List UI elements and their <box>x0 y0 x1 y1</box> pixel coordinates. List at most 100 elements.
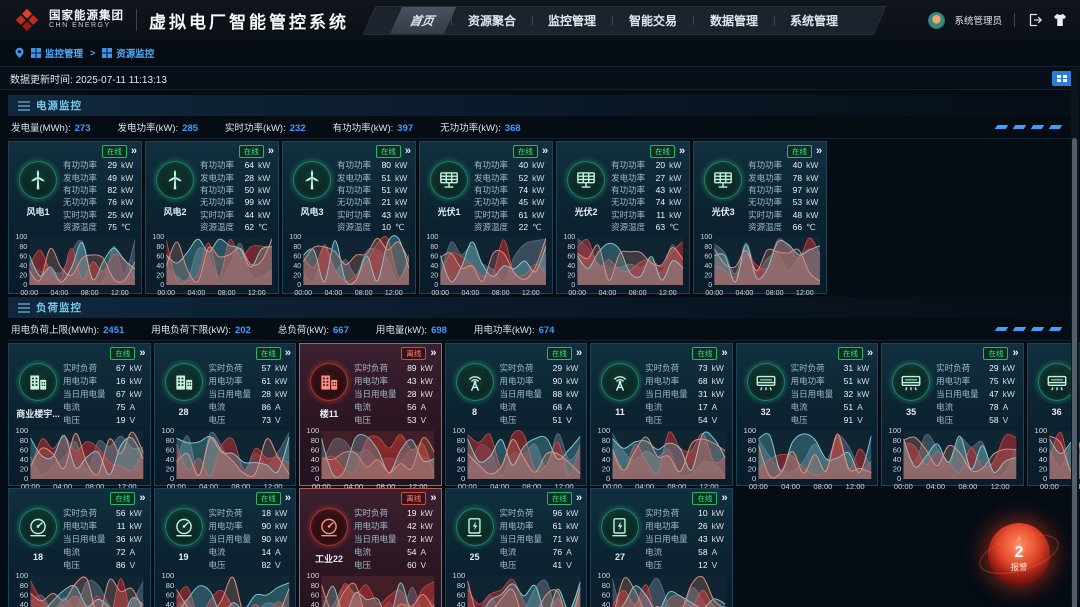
device-card[interactable]: 在线 » 11 实时负荷 73 kW 用电功率 68 kW 当日用电量 31 kW 电流 17 A 电压… <box>590 343 733 491</box>
status-badge: 在线 <box>110 492 136 505</box>
expand-icon[interactable]: » <box>404 145 412 157</box>
metric-row: 电压 54 V <box>645 415 718 426</box>
expand-icon[interactable]: » <box>815 145 823 157</box>
device-card[interactable]: 在线 » 35 实时负荷 29 kW 用电功率 75 kW 当日用电量 47 kW 电流 78 A 电压… <box>881 343 1024 491</box>
svg-text:80: 80 <box>1038 436 1046 445</box>
metric-row: 有功功率 40 kW <box>748 160 819 171</box>
metric-row: 当日用电量 31 kW <box>645 388 724 399</box>
device-card[interactable]: 在线 » 18 实时负荷 56 kW 用电功率 11 kW 当日用电量 36 kW 电流 72 A 电压… <box>8 488 151 607</box>
device-name: 11 <box>615 407 625 417</box>
svg-text:40: 40 <box>165 455 173 464</box>
device-card[interactable]: 在线 » 8 实时负荷 29 kW 用电功率 90 kW 当日用电量 88 kW 电流 68 A 电压 5… <box>444 343 588 491</box>
expand-icon[interactable]: » <box>721 347 728 359</box>
device-card[interactable]: 在线 » 28 实时负荷 57 kW 用电功率 61 kW 当日用电量 28 kW 电流 86 A 电压… <box>153 343 297 491</box>
breadcrumb-item-0[interactable]: 监控管理 <box>31 46 83 60</box>
svg-text:12:00: 12:00 <box>700 482 719 491</box>
load-cards-row-2: 在线 » 18 实时负荷 56 kW 用电功率 11 kW 当日用电量 36 kW 电流 72 A 电压… <box>8 488 1072 607</box>
nav-item-3[interactable]: 智能交易 <box>628 13 677 28</box>
expand-icon[interactable]: » <box>430 347 437 359</box>
expand-icon[interactable]: » <box>139 492 146 504</box>
device-metrics: 实时负荷 67 kW 用电功率 16 kW 当日用电量 67 kW 电流 75 A 电压 19 V <box>63 361 146 427</box>
expand-icon[interactable]: » <box>866 347 874 359</box>
device-card[interactable]: 在线 » 光伏2 有功功率 20 kW 发电功率 27 kW 有功功率 43 kW 无功功率 74 k… <box>556 141 691 297</box>
metric-row: 实时功率 48 kW <box>748 209 819 220</box>
svg-text:12:00: 12:00 <box>111 290 129 297</box>
expand-icon[interactable]: » <box>284 492 292 504</box>
svg-text:20: 20 <box>19 273 27 280</box>
device-card[interactable]: 在线 » 风电2 有功功率 64 kW 发电功率 28 kW 有功功率 50 kW 无功功率 99 k… <box>145 141 280 297</box>
expand-icon[interactable]: » <box>721 492 728 504</box>
power-stats: 发电量(MWh): 273 发电功率(kW): 285 实时功率(kW): 232 有功功率… <box>8 116 1072 139</box>
expand-icon[interactable]: » <box>1012 347 1019 359</box>
device-card[interactable]: 在线 » 32 实时负荷 31 kW 用电功率 51 kW 当日用电量 32 kW 电流 51 A 电压… <box>735 343 879 491</box>
svg-text:04:00: 04:00 <box>53 482 72 491</box>
nav-item-1[interactable]: 资源聚合 <box>467 13 516 28</box>
expand-icon[interactable]: » <box>267 145 275 157</box>
svg-text:60: 60 <box>165 446 173 455</box>
device-card[interactable]: 在线 » 19 实时负荷 18 kW 用电功率 90 kW 当日用电量 90 kW 电流 14 A 电压… <box>153 488 297 607</box>
nav-item-5[interactable]: 系统管理 <box>790 13 839 28</box>
view-toggle-button[interactable] <box>1052 71 1072 86</box>
breadcrumb-item-1[interactable]: 资源监控 <box>102 46 154 60</box>
device-card[interactable]: 在线 » 25 实时负荷 96 kW 用电功率 61 kW 当日用电量 71 kW 电流 76 A 电压… <box>444 488 588 607</box>
svg-text:80: 80 <box>704 244 712 251</box>
svg-text:12:00: 12:00 <box>118 482 137 491</box>
svg-text:20: 20 <box>293 273 301 280</box>
svg-text:40: 40 <box>456 600 464 607</box>
device-card[interactable]: 离线 » 工业22 实时负荷 19 kW 用电功率 42 kW 当日用电量 72 kW 电流 54 A… <box>299 488 442 607</box>
metric-row: 有功功率 64 kW <box>200 160 271 171</box>
top-header: 国家能源集团 CHN ENERGY 虚拟电厂智能管控系统 首页 | 资源聚合 | 监控管… <box>0 0 1080 40</box>
metric-row: 电流 54 A <box>354 547 427 558</box>
svg-text:00:00: 00:00 <box>1039 482 1058 491</box>
device-name: 36 <box>1051 407 1062 417</box>
nav-item-0[interactable]: 首页 <box>389 6 457 34</box>
device-name: 27 <box>615 552 626 562</box>
device-card[interactable]: 离线 » 楼11 实时负荷 89 kW 用电功率 43 kW 当日用电量 28 kW 电流 56 A 电… <box>299 343 442 491</box>
scrollbar-thumb[interactable] <box>1072 138 1077 607</box>
device-card[interactable]: 在线 » 光伏1 有功功率 40 kW 发电功率 52 kW 有功功率 74 kW 无功功率 45 k… <box>419 141 554 297</box>
expand-icon[interactable]: » <box>130 145 138 157</box>
stat-item: 用电负荷上限(MWh): 2451 <box>11 325 125 336</box>
stat-item: 用电功率(kW): 674 <box>473 325 555 336</box>
expand-icon[interactable]: » <box>575 347 583 359</box>
svg-text:04:00: 04:00 <box>926 482 945 491</box>
svg-text:40: 40 <box>430 263 438 270</box>
nav-item-4[interactable]: 数据管理 <box>709 13 758 28</box>
avatar[interactable] <box>928 11 946 29</box>
svg-text:80: 80 <box>456 436 464 445</box>
content: 电源监控 发电量(MWh): 273 发电功率(kW): 285 实时功率(kW): 23… <box>0 90 1080 607</box>
svg-text:40: 40 <box>311 600 319 607</box>
nav-item-2[interactable]: 监控管理 <box>548 13 597 28</box>
expand-icon[interactable]: » <box>430 492 437 504</box>
metric-row: 有功功率 20 kW <box>611 160 682 171</box>
svg-text:100: 100 <box>452 573 465 580</box>
main-nav: 首页 | 资源聚合 | 监控管理 | 智能交易 | 数据管理 | 系统管理 <box>362 5 887 35</box>
expand-icon[interactable]: » <box>678 145 686 157</box>
metric-row: 电压 12 V <box>645 560 718 571</box>
wind-icon <box>19 161 57 199</box>
alarm-badge[interactable]: ⚡ 2 报警 <box>988 523 1050 585</box>
expand-icon[interactable]: » <box>139 347 146 359</box>
device-card[interactable]: 在线 » 商业楼宇... 实时负荷 67 kW 用电功率 16 kW 当日用电量 67 kW 电流… <box>8 343 151 491</box>
svg-text:100: 100 <box>152 235 164 242</box>
device-name: 光伏1 <box>437 207 461 217</box>
metric-row: 用电功率 43 kW <box>354 375 433 386</box>
stat-item: 用电负荷下限(kW): 202 <box>151 325 251 336</box>
device-metrics: 实时负荷 29 kW 用电功率 75 kW 当日用电量 47 kW 电流 78 A 电压 58 V <box>936 361 1019 427</box>
svg-text:20: 20 <box>430 273 438 280</box>
expand-icon[interactable]: » <box>541 145 549 157</box>
device-card[interactable]: 在线 » 风电1 有功功率 29 kW 发电功率 49 kW 有功功率 82 kW 无功功率 76 k… <box>8 141 143 297</box>
device-card[interactable]: 在线 » 风电3 有功功率 80 kW 发电功率 51 kW 有功功率 51 kW 无功功率 21 k… <box>282 141 417 297</box>
svg-text:12:00: 12:00 <box>991 482 1010 491</box>
metric-row: 实时负荷 29 kW <box>499 362 579 373</box>
expand-icon[interactable]: » <box>284 347 292 359</box>
svg-text:40: 40 <box>293 263 301 270</box>
device-card[interactable]: 在线 » 光伏3 有功功率 40 kW 发电功率 78 kW 有功功率 97 kW 无功功率 53 k… <box>693 141 828 297</box>
metric-row: 电流 86 A <box>208 402 281 413</box>
expand-icon[interactable]: » <box>575 492 583 504</box>
device-card[interactable]: 在线 » 27 实时负荷 10 kW 用电功率 26 kW 当日用电量 43 kW 电流 58 A 电压… <box>590 488 733 607</box>
logout-icon[interactable] <box>1027 12 1043 28</box>
theme-skin-icon[interactable] <box>1052 12 1068 28</box>
